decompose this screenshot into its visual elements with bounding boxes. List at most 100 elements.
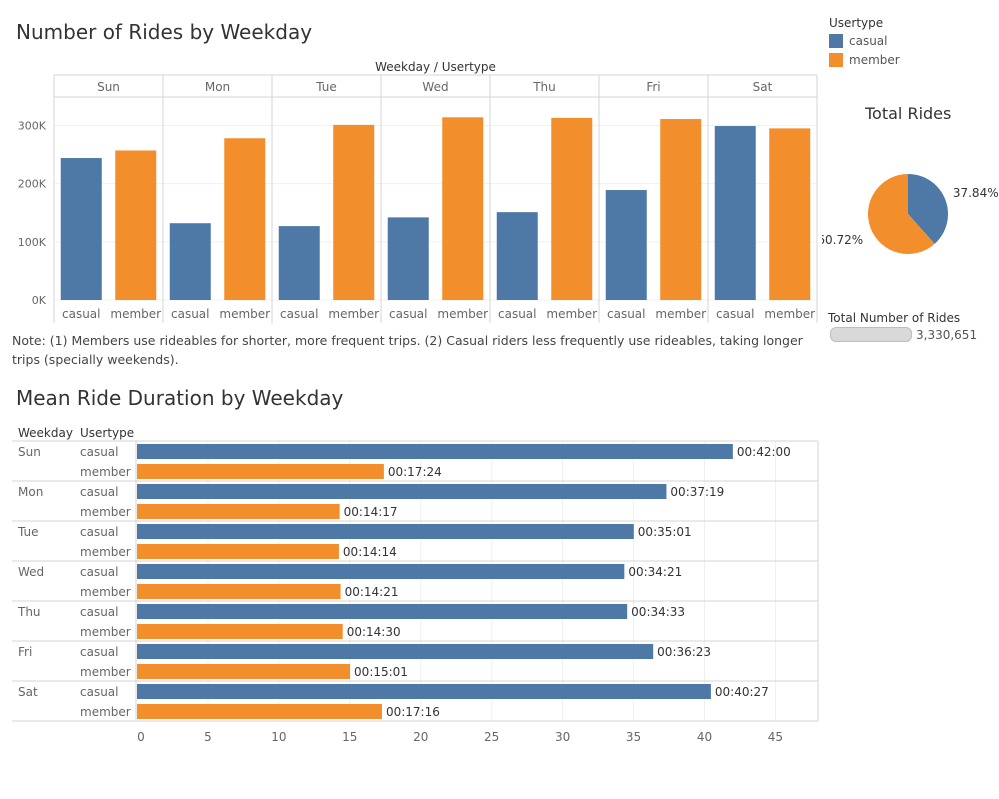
bar-mon-casual[interactable]: [169, 223, 211, 300]
x-tick-label: 10: [271, 730, 286, 744]
usertype-label: member: [655, 307, 706, 321]
pie-label-member: 60.72%: [822, 233, 863, 247]
duration-bar-tue-casual[interactable]: [137, 524, 634, 539]
bar-sat-casual[interactable]: [714, 126, 756, 300]
pie-title: Total Rides: [865, 104, 952, 123]
x-tick-label: 40: [697, 730, 712, 744]
rides-bar-chart: Weekday / Usertype 0K 100K 200K 300K Sun casua…: [18, 60, 818, 323]
duration-label-sun-member: 00:17:24: [388, 465, 442, 479]
row-usertype-label: casual: [80, 605, 119, 619]
duration-label-sat-casual: 00:40:27: [715, 685, 769, 699]
duration-bar-sat-casual[interactable]: [137, 684, 711, 699]
duration-bar-sun-member[interactable]: [137, 464, 384, 479]
duration-label-fri-member: 00:15:01: [354, 665, 408, 679]
legend-item-casual[interactable]: casual: [829, 34, 900, 48]
duration-label-sat-member: 00:17:16: [386, 705, 440, 719]
col-header-usertype: Usertype: [80, 426, 134, 440]
row-usertype-label: member: [80, 505, 131, 519]
bar-fri-member[interactable]: [660, 119, 702, 301]
pie-slice-casual[interactable]: [908, 174, 948, 244]
total-rides-title: Total Number of Rides: [828, 311, 961, 325]
duration-bar-tue-member[interactable]: [137, 544, 339, 559]
bar-mon-member[interactable]: [224, 138, 266, 300]
duration-label-wed-member: 00:14:21: [345, 585, 399, 599]
row-usertype-label: member: [80, 625, 131, 639]
row-usertype-label: member: [80, 705, 131, 719]
duration-label-tue-member: 00:14:14: [343, 545, 397, 559]
usertype-label: member: [219, 307, 270, 321]
bar-sun-casual[interactable]: [60, 158, 102, 300]
usertype-label: member: [328, 307, 379, 321]
usertype-label: casual: [280, 307, 319, 321]
usertype-label: casual: [389, 307, 428, 321]
weekday-header-sat: Sat: [753, 80, 773, 94]
total-rides-bar: [830, 327, 912, 342]
bar-fri-casual[interactable]: [605, 190, 647, 300]
weekday-header-thu: Thu: [532, 80, 556, 94]
row-usertype-label: casual: [80, 645, 119, 659]
row-usertype-label: member: [80, 465, 131, 479]
bar-wed-casual[interactable]: [387, 217, 429, 300]
legend-swatch-casual: [829, 34, 843, 48]
duration-bar-wed-casual[interactable]: [137, 564, 625, 579]
usertype-label: casual: [171, 307, 210, 321]
legend-title: Usertype: [829, 16, 884, 30]
legend-label-casual: casual: [849, 34, 888, 48]
duration-label-thu-casual: 00:34:33: [631, 605, 685, 619]
weekday-header-wed: Wed: [422, 80, 448, 94]
x-tick-label: 0: [137, 730, 145, 744]
duration-bar-mon-member[interactable]: [137, 504, 340, 519]
duration-bar-fri-casual[interactable]: [137, 644, 654, 659]
bar-sat-member[interactable]: [769, 128, 811, 300]
legend-swatch-member: [829, 53, 843, 67]
duration-label-sun-casual: 00:42:00: [737, 445, 791, 459]
row-weekday-wed: Wed: [18, 565, 44, 579]
usertype-label: member: [546, 307, 597, 321]
usertype-label: member: [110, 307, 161, 321]
row-weekday-mon: Mon: [18, 485, 43, 499]
bar-sun-member[interactable]: [115, 150, 157, 300]
usertype-label: casual: [498, 307, 537, 321]
duration-bar-thu-casual[interactable]: [137, 604, 628, 619]
row-usertype-label: casual: [80, 445, 119, 459]
row-weekday-sun: Sun: [18, 445, 41, 459]
duration-label-mon-member: 00:14:17: [344, 505, 398, 519]
duration-bar-sun-casual[interactable]: [137, 444, 733, 459]
bar-wed-member[interactable]: [442, 117, 484, 301]
row-usertype-label: member: [80, 545, 131, 559]
weekday-header-fri: Fri: [646, 80, 660, 94]
duration-bar-wed-member[interactable]: [137, 584, 341, 599]
usertype-label: member: [437, 307, 488, 321]
bar-thu-member[interactable]: [551, 117, 593, 301]
row-usertype-label: casual: [80, 485, 119, 499]
usertype-label: casual: [62, 307, 101, 321]
y-tick-label: 0K: [32, 294, 47, 307]
duration-bar-thu-member[interactable]: [137, 624, 343, 639]
row-usertype-label: casual: [80, 565, 119, 579]
pie-slice-member[interactable]: [868, 174, 935, 254]
x-tick-label: 5: [204, 730, 212, 744]
bar-tue-casual[interactable]: [278, 226, 320, 300]
duration-label-tue-casual: 00:35:01: [638, 525, 692, 539]
y-tick-label: 300K: [18, 119, 47, 132]
duration-label-mon-casual: 00:37:19: [670, 485, 724, 499]
chart-note: Note: (1) Members use rideables for shor…: [12, 333, 803, 367]
col-header-weekday: Weekday: [18, 426, 73, 440]
legend-item-member[interactable]: member: [829, 53, 900, 67]
duration-bar-fri-member[interactable]: [137, 664, 351, 679]
legend: Usertype casual member: [829, 16, 900, 67]
pie-label-casual: 37.84%: [953, 186, 999, 200]
bar-tue-member[interactable]: [333, 124, 375, 300]
weekday-header-tue: Tue: [315, 80, 337, 94]
bar-thu-casual[interactable]: [496, 212, 538, 300]
row-usertype-label: member: [80, 585, 131, 599]
weekday-header-sun: Sun: [97, 80, 120, 94]
y-tick-label: 200K: [18, 178, 47, 191]
rides-chart-title: Number of Rides by Weekday: [16, 20, 313, 44]
duration-bar-mon-casual[interactable]: [137, 484, 667, 499]
usertype-label: member: [764, 307, 815, 321]
x-tick-label: 15: [342, 730, 357, 744]
duration-bar-sat-member[interactable]: [137, 704, 382, 719]
row-weekday-tue: Tue: [17, 525, 39, 539]
